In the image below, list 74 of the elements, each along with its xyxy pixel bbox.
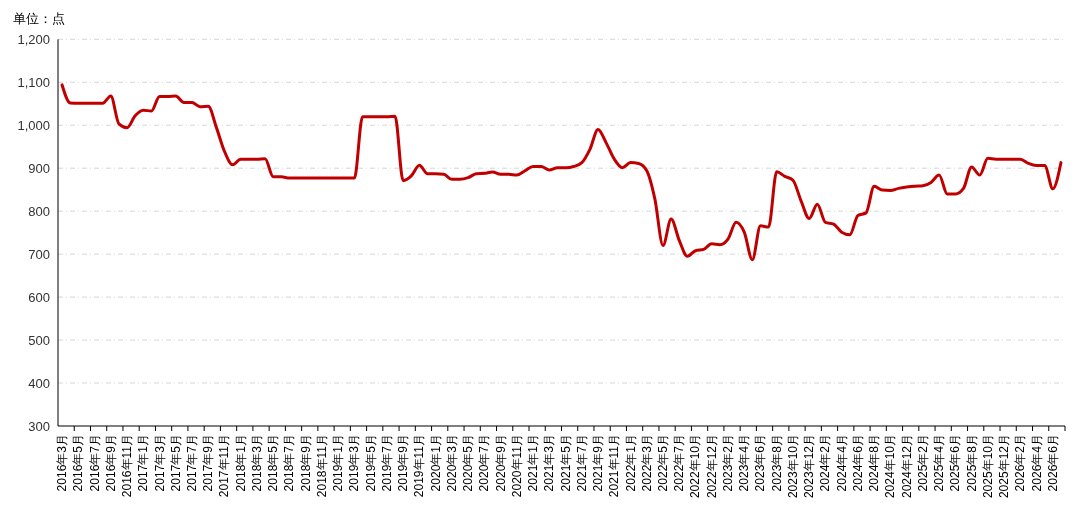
x-tick-label: 2021年5月 bbox=[558, 434, 573, 492]
line-series bbox=[60, 83, 1063, 262]
x-tick-label: 2018年1月 bbox=[233, 434, 248, 492]
x-tick-label: 2023年6月 bbox=[753, 434, 768, 492]
x-tick-label: 2017年7月 bbox=[185, 434, 199, 492]
x-tick-label: 2018年7月 bbox=[282, 434, 297, 492]
x-tick-label: 2024年2月 bbox=[818, 434, 833, 492]
x-tick-label: 2024年12月 bbox=[899, 434, 914, 499]
x-tick-label: 2016年5月 bbox=[71, 434, 86, 492]
x-tick-label: 2022年7月 bbox=[672, 434, 687, 492]
x-tick-label: 2016年11月 bbox=[120, 434, 135, 498]
x-tick-label: 2016年7月 bbox=[87, 434, 102, 492]
x-tick-label: 2022年3月 bbox=[639, 434, 654, 492]
x-tick-label: 2025年8月 bbox=[964, 434, 979, 492]
x-tick-label: 2017年9月 bbox=[201, 434, 216, 492]
y-tick-label: 300 bbox=[28, 418, 50, 434]
x-tick-label: 2018年5月 bbox=[266, 434, 281, 492]
x-tick-label: 2021年9月 bbox=[591, 434, 606, 492]
x-tick-label: 2016年9月 bbox=[103, 434, 118, 492]
y-tick-label: 700 bbox=[28, 246, 50, 262]
x-tick-label: 2022年5月 bbox=[656, 434, 671, 492]
x-tick-label: 2017年11月 bbox=[217, 434, 232, 498]
y-axis-title: 单位：点 bbox=[13, 10, 65, 26]
x-tick-label: 2024年4月 bbox=[834, 434, 849, 492]
x-tick-label: 2017年5月 bbox=[168, 434, 183, 492]
x-tick-label: 2023年8月 bbox=[769, 434, 784, 492]
x-tick-label: 2024年6月 bbox=[850, 434, 865, 492]
x-tick-label: 2021年1月 bbox=[526, 434, 541, 492]
x-tick-label: 2020年7月 bbox=[477, 434, 492, 492]
x-tick-label: 2019年11月 bbox=[412, 434, 427, 498]
x-tick-label: 2021年3月 bbox=[542, 434, 557, 492]
x-tick-label: 2018年9月 bbox=[298, 434, 313, 492]
x-tick-label: 2024年10月 bbox=[883, 434, 898, 499]
x-tick-label: 2017年3月 bbox=[152, 434, 167, 492]
x-tick-label: 2018年3月 bbox=[249, 434, 264, 492]
y-tick-label: 600 bbox=[28, 289, 50, 305]
x-tick-label: 2026年6月 bbox=[1045, 434, 1060, 492]
x-tick-label: 2019年7月 bbox=[379, 434, 394, 492]
x-tick-label: 2022年12月 bbox=[704, 434, 719, 499]
x-tick-label: 2020年1月 bbox=[428, 434, 443, 492]
x-tick-label: 2020年3月 bbox=[444, 434, 459, 492]
x-tick-label: 2025年2月 bbox=[915, 434, 930, 492]
y-tick-label: 1,200 bbox=[17, 31, 50, 47]
y-tick-label: 900 bbox=[28, 160, 50, 176]
x-tick-label: 2019年9月 bbox=[396, 434, 411, 492]
x-tick-label: 2019年1月 bbox=[331, 434, 346, 492]
x-tick-label: 2020年11月 bbox=[509, 434, 524, 498]
x-tick-label: 2025年6月 bbox=[948, 434, 963, 492]
x-tick-label: 2021年7月 bbox=[574, 434, 589, 492]
x-tick-label: 2018年11月 bbox=[314, 434, 329, 498]
y-tick-label: 1,000 bbox=[17, 117, 50, 133]
x-tick-label: 2023年10月 bbox=[785, 434, 800, 499]
x-tick-label: 2023年4月 bbox=[737, 434, 752, 492]
x-tick-label: 2021年11月 bbox=[607, 434, 622, 498]
x-tick-label: 2022年1月 bbox=[623, 434, 638, 492]
x-tick-label: 2017年1月 bbox=[136, 434, 151, 492]
x-tick-label: 2025年12月 bbox=[997, 434, 1012, 499]
x-tick-label: 2025年4月 bbox=[932, 434, 947, 492]
x-tick-label: 2020年9月 bbox=[493, 434, 508, 492]
y-tick-label: 500 bbox=[28, 332, 50, 348]
x-tick-label: 2025年10月 bbox=[980, 434, 995, 499]
x-tick-label: 2022年10月 bbox=[688, 434, 703, 499]
x-tick-label: 2020年5月 bbox=[461, 434, 476, 492]
x-tick-label: 2023年12月 bbox=[802, 434, 817, 499]
y-tick-label: 400 bbox=[28, 375, 50, 391]
y-tick-label: 1,100 bbox=[17, 74, 50, 90]
x-tick-label: 2019年5月 bbox=[363, 434, 378, 492]
x-tick-label: 2023年2月 bbox=[720, 434, 735, 492]
x-tick-label: 2026年2月 bbox=[1013, 434, 1028, 492]
x-tick-label: 2026年4月 bbox=[1029, 434, 1044, 492]
x-tick-label: 2024年8月 bbox=[867, 434, 882, 492]
x-tick-label: 2019年3月 bbox=[347, 434, 362, 492]
x-tick-label: 2016年3月 bbox=[55, 434, 70, 492]
y-tick-label: 800 bbox=[28, 203, 50, 219]
